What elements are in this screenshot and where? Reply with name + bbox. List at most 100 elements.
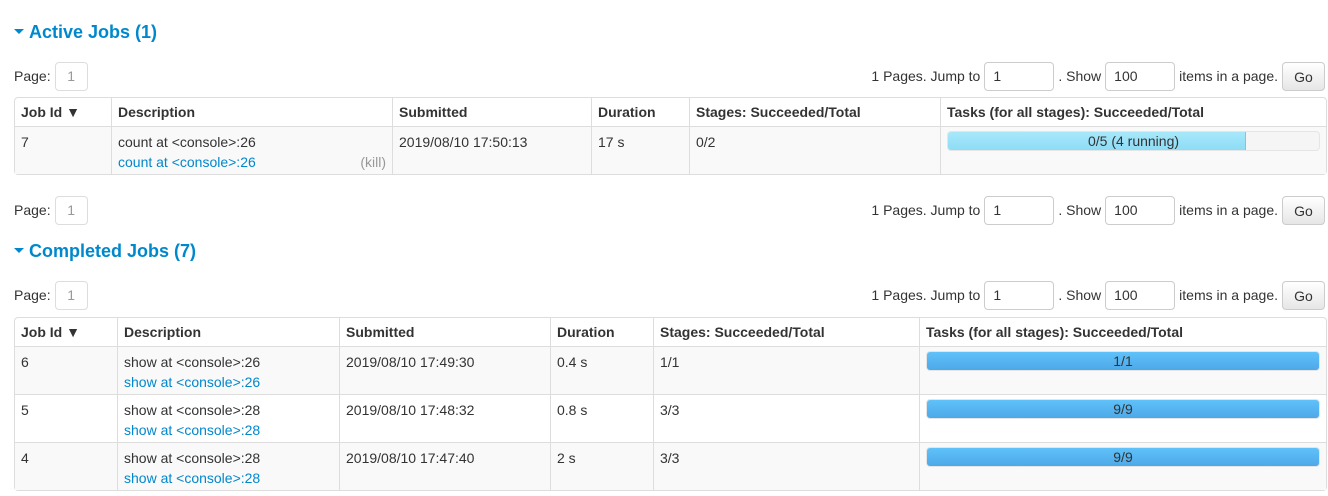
column-header[interactable]: Duration <box>550 318 653 346</box>
tasks-text: 9/9 <box>1113 401 1133 417</box>
submitted: 2019/08/10 17:47:40 <box>339 442 550 490</box>
job-id: 7 <box>15 126 111 174</box>
tasks-cell: 9/9 <box>919 394 1326 442</box>
job-link[interactable]: show at <console>:28 <box>124 422 261 438</box>
active-jobs-section: Active Jobs (1) <box>14 20 1325 44</box>
go-button[interactable]: Go <box>1282 196 1325 225</box>
description-cell: show at <console>:28 show at <console>:28 <box>117 394 339 442</box>
submitted: 2019/08/10 17:49:30 <box>339 346 550 394</box>
show-text: . Show <box>1058 202 1102 218</box>
column-header[interactable]: Submitted <box>339 318 550 346</box>
tasks-progress-bar: 0/5 (4 running) <box>947 131 1320 151</box>
submitted: 2019/08/10 17:50:13 <box>392 126 591 174</box>
items-text: items in a page. <box>1179 68 1278 84</box>
job-id: 5 <box>15 394 117 442</box>
description-cell: show at <console>:28 show at <console>:28 <box>117 442 339 490</box>
progress-running <box>948 132 1246 150</box>
tasks-text: 0/5 (4 running) <box>1087 133 1180 149</box>
duration: 2 s <box>550 442 653 490</box>
pager-completed-top: Page: 1 1 Pages. Jump to 1. Show 100 items in… <box>14 281 1325 310</box>
page-size-input[interactable]: 100 <box>1105 281 1176 310</box>
page-button[interactable]: 1 <box>54 281 88 310</box>
column-header[interactable]: Duration <box>591 98 689 126</box>
job-link-line: show at <console>:28 <box>124 468 333 488</box>
show-text: . Show <box>1058 68 1102 84</box>
tasks-text: 9/9 <box>1113 449 1133 465</box>
progress-succeeded <box>927 352 1319 370</box>
duration: 17 s <box>591 126 689 174</box>
table-row: 6 show at <console>:26 show at <console>:2… <box>15 346 1326 394</box>
go-button[interactable]: Go <box>1282 62 1325 91</box>
pages-text: 1 Pages. Jump to <box>871 287 981 303</box>
page-label: Page: <box>14 202 51 218</box>
page-button[interactable]: 1 <box>54 196 88 225</box>
column-header[interactable]: Description <box>111 98 392 126</box>
jump-to-input[interactable]: 1 <box>984 281 1055 310</box>
progress-succeeded <box>927 448 1319 466</box>
table-row: 5 show at <console>:28 show at <console>:2… <box>15 394 1326 442</box>
table-row: 4 show at <console>:28 show at <console>:2… <box>15 442 1326 490</box>
section-title: Active Jobs (1) <box>29 22 158 42</box>
duration: 0.8 s <box>550 394 653 442</box>
column-header[interactable]: Stages: Succeeded/Total <box>653 318 919 346</box>
pages-text: 1 Pages. Jump to <box>871 202 981 218</box>
active-jobs-toggle[interactable]: Active Jobs (1) <box>14 20 1325 44</box>
table-row: 7 count at <console>:26 count at <console>… <box>15 126 1326 174</box>
page-label: Page: <box>14 68 51 84</box>
tasks-progress-bar: 9/9 <box>926 447 1320 467</box>
job-link-line: show at <console>:26 <box>124 372 333 392</box>
progress-succeeded <box>927 400 1319 418</box>
completed-jobs-table: Job Id ▼ Description Submitted Duration Stag… <box>14 317 1327 491</box>
job-link[interactable]: show at <console>:26 <box>124 374 261 390</box>
job-link[interactable]: show at <console>:28 <box>124 470 261 486</box>
section-title: Completed Jobs (7) <box>29 241 197 261</box>
column-header[interactable]: Tasks (for all stages): Succeeded/Total <box>919 318 1326 346</box>
completed-jobs-toggle[interactable]: Completed Jobs (7) <box>14 239 1325 263</box>
kill-link[interactable]: (kill) <box>360 154 386 170</box>
job-description: show at <console>:28 <box>124 402 261 418</box>
page-label: Page: <box>14 287 51 303</box>
stages: 3/3 <box>653 394 919 442</box>
stages: 1/1 <box>653 346 919 394</box>
pages-text: 1 Pages. Jump to <box>871 68 981 84</box>
page-size-input[interactable]: 100 <box>1105 62 1176 91</box>
jump-to-input[interactable]: 1 <box>984 196 1055 225</box>
job-description: show at <console>:26 <box>124 354 261 370</box>
description-cell: show at <console>:26 show at <console>:26 <box>117 346 339 394</box>
caret-down-icon <box>14 28 24 34</box>
tasks-progress-bar: 9/9 <box>926 399 1320 419</box>
job-description: show at <console>:28 <box>124 450 261 466</box>
page-button[interactable]: 1 <box>54 62 88 91</box>
column-header[interactable]: Tasks (for all stages): Succeeded/Total <box>940 98 1326 126</box>
job-link-line: count at <console>:26 (kill) <box>118 152 386 172</box>
job-link[interactable]: count at <console>:26 <box>118 154 256 170</box>
description-cell: count at <console>:26 count at <console>:… <box>111 126 392 174</box>
column-header[interactable]: Description <box>117 318 339 346</box>
stages: 3/3 <box>653 442 919 490</box>
job-id: 6 <box>15 346 117 394</box>
job-link-line: show at <console>:28 <box>124 420 333 440</box>
pager-active-bottom: Page: 1 1 Pages. Jump to 1. Show 100 items in… <box>14 196 1325 225</box>
pager-active-top: Page: 1 1 Pages. Jump to 1. Show 100 items in… <box>14 62 1325 91</box>
show-text: . Show <box>1058 287 1102 303</box>
completed-jobs-section: Completed Jobs (7) <box>14 239 1325 263</box>
column-header[interactable]: Job Id ▼ <box>21 104 80 120</box>
duration: 0.4 s <box>550 346 653 394</box>
column-header[interactable]: Submitted <box>392 98 591 126</box>
stages: 0/2 <box>689 126 940 174</box>
tasks-cell: 1/1 <box>919 346 1326 394</box>
jump-to-input[interactable]: 1 <box>984 62 1055 91</box>
tasks-text: 1/1 <box>1113 353 1133 369</box>
tasks-cell: 0/5 (4 running) <box>940 126 1326 174</box>
go-button[interactable]: Go <box>1282 281 1325 310</box>
items-text: items in a page. <box>1179 287 1278 303</box>
column-header[interactable]: Job Id ▼ <box>21 324 80 340</box>
active-jobs-table: Job Id ▼ Description Submitted Duration Stag… <box>14 97 1327 175</box>
caret-down-icon <box>14 247 24 253</box>
page-size-input[interactable]: 100 <box>1105 196 1176 225</box>
column-header[interactable]: Stages: Succeeded/Total <box>689 98 940 126</box>
tasks-cell: 9/9 <box>919 442 1326 490</box>
items-text: items in a page. <box>1179 202 1278 218</box>
tasks-progress-bar: 1/1 <box>926 351 1320 371</box>
job-description: count at <console>:26 <box>118 134 256 150</box>
